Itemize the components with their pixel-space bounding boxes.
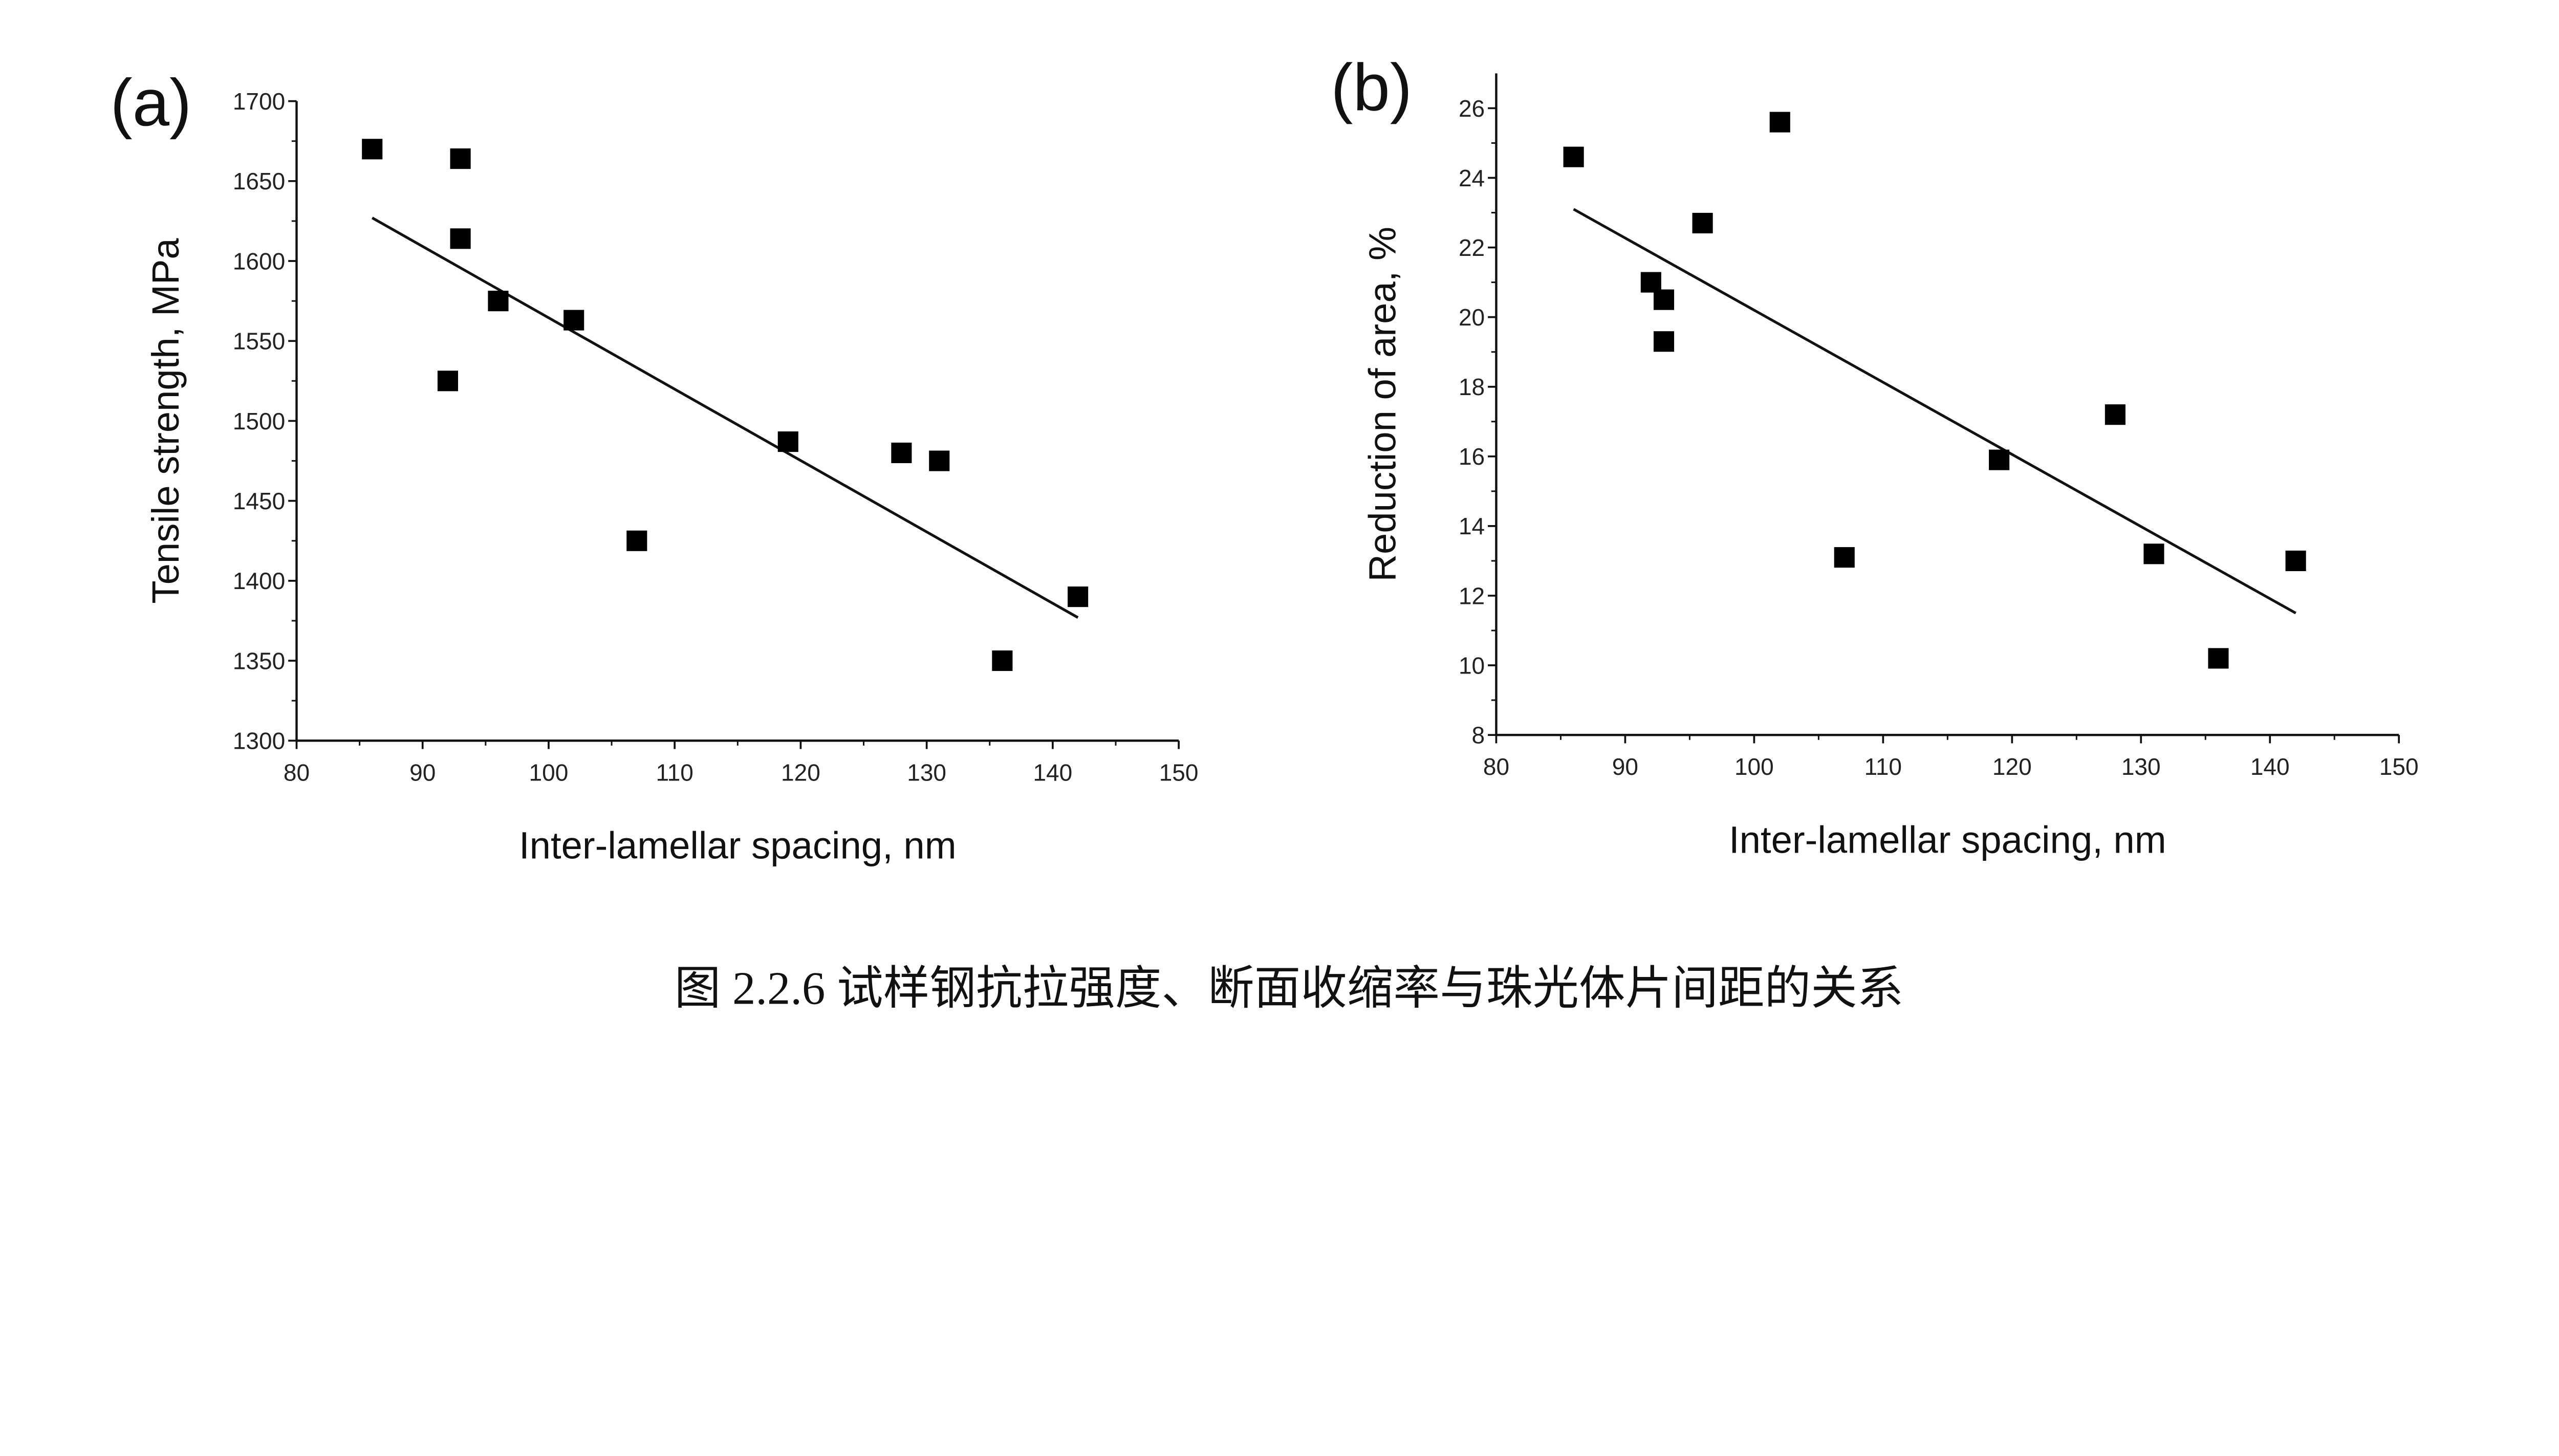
y-tick-label: 1700 [233, 88, 285, 115]
y-tick-label: 1450 [233, 488, 285, 514]
y-tick-label: 1600 [233, 248, 285, 274]
x-tick-label: 110 [1864, 753, 1902, 780]
figure-caption: 图 2.2.6 试样钢抗拉强度、断面收缩率与珠光体片间距的关系 [675, 962, 1904, 1014]
x-axis-label: Inter-lamellar spacing, nm [519, 824, 957, 867]
x-tick-label: 150 [1159, 759, 1199, 786]
x-tick-label: 120 [781, 759, 820, 786]
y-tick-label: 12 [1459, 582, 1485, 609]
data-point [1989, 449, 2010, 470]
fit-line [371, 216, 1079, 619]
y-axis-label: Reduction of area, % [1361, 227, 1404, 582]
y-tick-label: 20 [1459, 304, 1485, 331]
y-tick-label: 16 [1459, 443, 1485, 470]
data-point [1692, 212, 1713, 234]
x-tick-label: 110 [656, 759, 693, 786]
chart-a-tensile-strength: 80 90 100 110 120 130 140 150 1300 1350 1400 1450 15… [110, 65, 1198, 866]
y-tick-label: 14 [1459, 513, 1485, 539]
data-point [1563, 146, 1584, 167]
x-tick-label: 100 [529, 759, 569, 786]
data-point [450, 228, 471, 249]
data-point [2105, 404, 2126, 425]
figure: 80 90 100 110 120 130 140 150 1300 1350 1400 1450 15… [110, 50, 2418, 1014]
y-tick-label: 10 [1459, 652, 1485, 679]
data-point [437, 371, 459, 392]
x-tick-label: 150 [2379, 753, 2419, 780]
data-point [2143, 544, 2164, 564]
data-point [1834, 547, 1855, 568]
x-tick-label: 130 [2121, 753, 2161, 780]
data-point [362, 139, 383, 160]
y-tick-label: 22 [1459, 234, 1485, 261]
x-axis-label: Inter-lamellar spacing, nm [1729, 818, 2166, 861]
x-tick-label: 90 [409, 759, 436, 786]
data-point [992, 650, 1013, 671]
data-point [2208, 648, 2229, 669]
x-tick-label: 80 [284, 759, 310, 786]
panel-label: (a) [110, 65, 191, 140]
fit-line [1573, 208, 2296, 615]
data-point [1653, 289, 1675, 310]
y-axis-label: Tensile strength, MPa [144, 238, 187, 604]
x-tick-label: 90 [1612, 753, 1638, 780]
data-point [1068, 586, 1089, 607]
x-tick-label: 80 [1483, 753, 1509, 780]
data-point [777, 431, 798, 452]
x-tick-label: 140 [2250, 753, 2290, 780]
data-point [450, 148, 471, 169]
x-tick-label: 120 [1992, 753, 2032, 780]
y-tick-label: 24 [1459, 165, 1485, 191]
y-tick-label: 1550 [233, 328, 285, 355]
data-point [563, 310, 584, 331]
data-point [891, 442, 912, 463]
data-point [2285, 550, 2306, 571]
data-point [1640, 272, 1661, 293]
chart-b-reduction-of-area: 80 90 100 110 120 130 140 150 8 10 12 14 16 18 20 22 24 2… [1331, 50, 2418, 861]
y-tick-label: 1400 [233, 568, 285, 594]
data-point [929, 450, 950, 471]
y-tick-label: 18 [1459, 374, 1485, 400]
y-tick-label: 26 [1459, 95, 1485, 122]
y-tick-label: 1300 [233, 728, 285, 754]
data-point [1653, 331, 1675, 352]
y-tick-label: 1650 [233, 168, 285, 194]
y-tick-label: 1500 [233, 408, 285, 434]
x-tick-label: 100 [1734, 753, 1774, 780]
x-tick-label: 130 [907, 759, 946, 786]
panel-label: (b) [1331, 50, 1412, 124]
data-point [488, 291, 509, 312]
x-tick-label: 140 [1033, 759, 1072, 786]
y-tick-label: 1350 [233, 647, 285, 674]
data-point [1769, 112, 1790, 133]
y-tick-label: 8 [1472, 722, 1485, 748]
data-point [626, 530, 647, 551]
